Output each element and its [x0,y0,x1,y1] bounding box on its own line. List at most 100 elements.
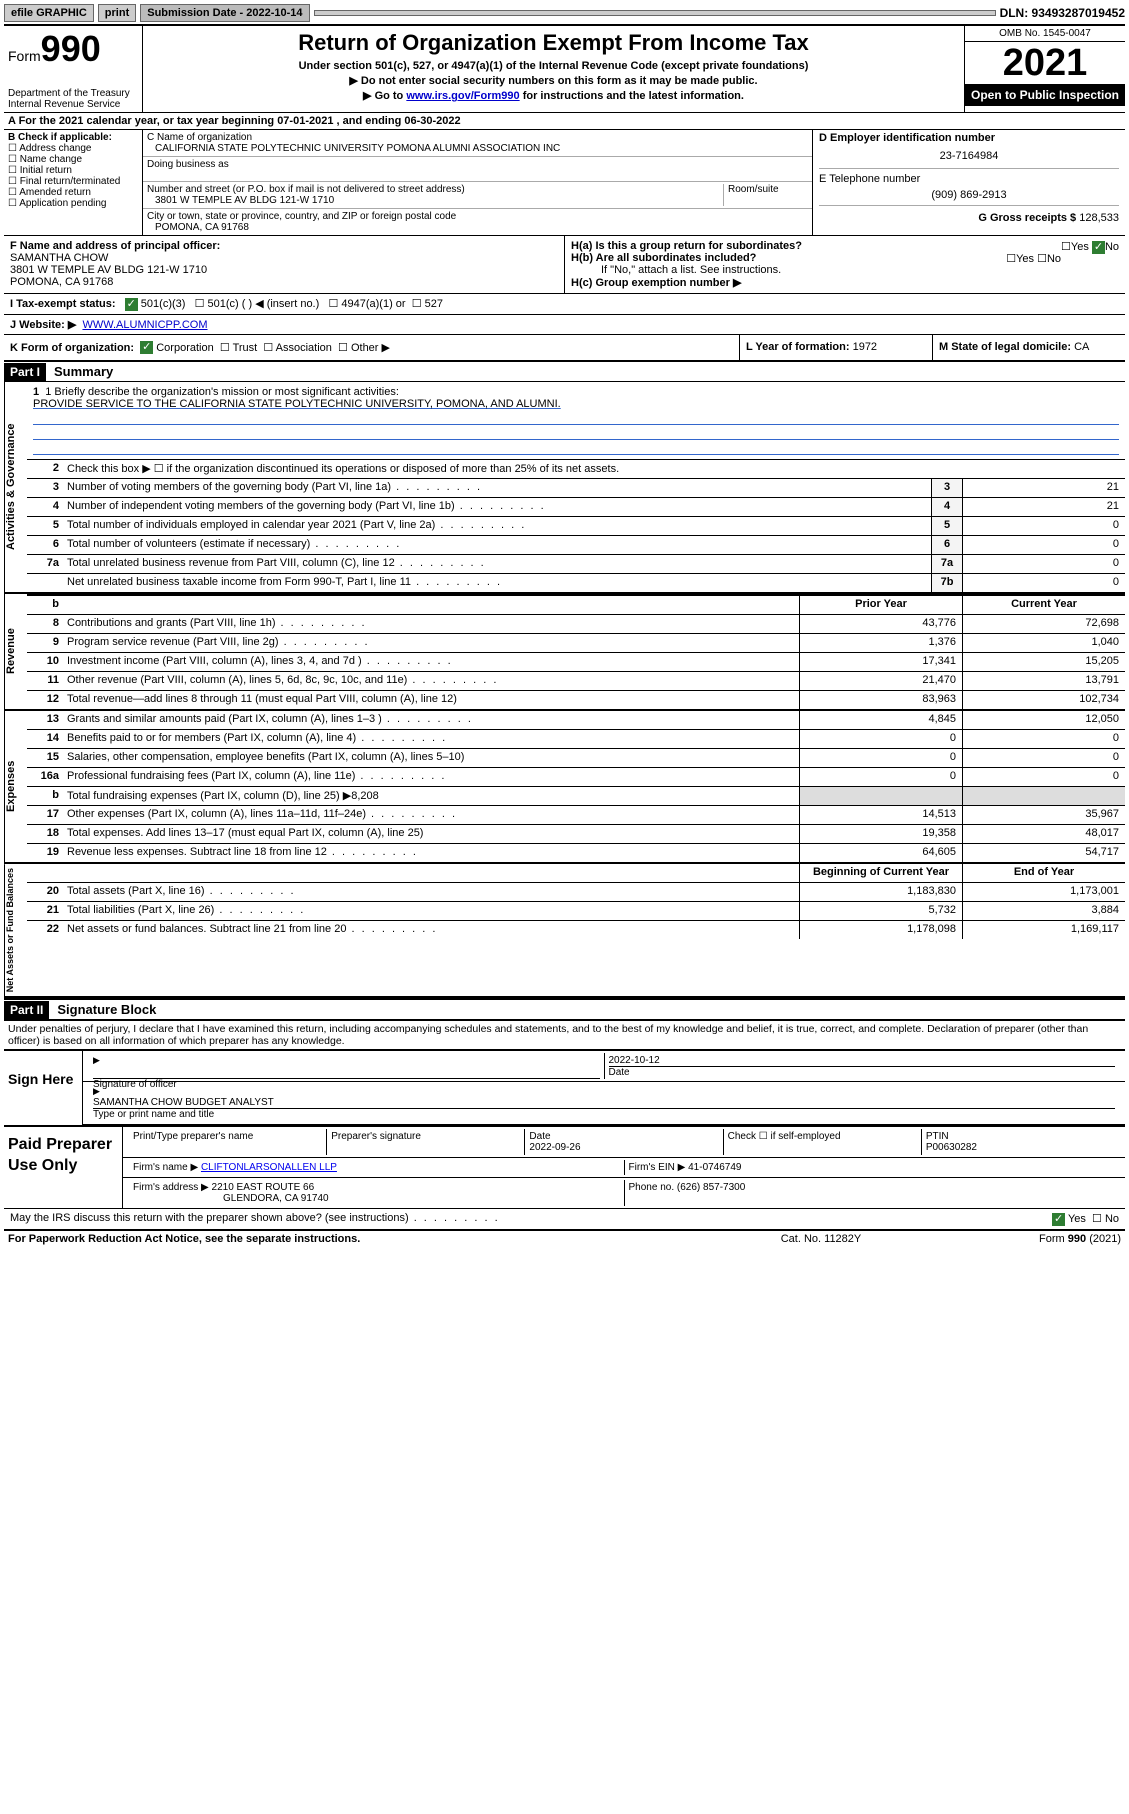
r22-t: Net assets or fund balances. Subtract li… [63,921,799,939]
ha-no: No [1105,241,1119,253]
k-corp: Corporation [156,342,213,354]
l-label: L Year of formation: [746,341,850,353]
ha-yes: Yes [1071,241,1089,253]
part1-title: Summary [46,362,121,381]
hb-note: If "No," attach a list. See instructions… [571,264,1119,276]
revenue-block: Revenue bPrior YearCurrent Year 8Contrib… [4,594,1125,711]
pp-addr2: GLENDORA, CA 91740 [133,1193,329,1204]
r10-t: Investment income (Part VIII, column (A)… [63,653,799,671]
r16a-p: 0 [799,768,962,786]
d-label: D Employer identification number [819,132,1119,144]
k-label: K Form of organization: [10,342,134,354]
chk-name[interactable]: Name change [8,154,138,165]
vtab-exp: Expenses [4,711,27,862]
chk-final[interactable]: Final return/terminated [8,176,138,187]
f-city: POMONA, CA 91768 [10,276,113,288]
topbar: efile GRAPHIC print Submission Date - 20… [4,4,1125,22]
r20-p: 1,183,830 [799,883,962,901]
irs-yes: Yes [1068,1213,1086,1225]
mission-block: 1 1 Briefly describe the organization's … [27,382,1125,460]
footer-l: For Paperwork Reduction Act Notice, see … [8,1233,721,1245]
chk-initial[interactable]: Initial return [8,165,138,176]
c-name-label: C Name of organization [147,132,808,143]
r16a-t: Professional fundraising fees (Part IX, … [63,768,799,786]
hdr-prior: Prior Year [799,596,962,614]
header-sub2: ▶ Do not enter social security numbers o… [149,74,958,87]
dept-treasury: Department of the Treasury [8,88,138,99]
row-k: K Form of organization: ✓ Corporation ☐ … [4,335,739,361]
sign-block: Sign Here Signature of officer 2022-10-1… [4,1049,1125,1125]
row-klm: K Form of organization: ✓ Corporation ☐ … [4,335,1125,363]
part1-hdr: Part I [4,363,46,381]
ha-row: H(a) Is this a group return for subordin… [571,240,1119,252]
i-527: 527 [425,298,443,310]
i-501c: 501(c) ( ) ◀ (insert no.) [208,298,320,310]
r15-c: 0 [962,749,1125,767]
pp-addr: Firm's address ▶ 2210 EAST ROUTE 66 GLEN… [129,1180,624,1206]
pp-addr1: 2210 EAST ROUTE 66 [212,1182,315,1193]
r18-p: 19,358 [799,825,962,843]
i-501c3-chk: ✓ [125,298,138,311]
efile-btn[interactable]: efile GRAPHIC [4,4,94,22]
pp-firm-val[interactable]: CLIFTONLARSONALLEN LLP [201,1162,337,1173]
r19-t: Revenue less expenses. Subtract line 18 … [63,844,799,862]
sig-date: 2022-10-12 Date [604,1053,1120,1079]
r7a-t: Total unrelated business revenue from Pa… [63,555,931,573]
sig-date-val: 2022-10-12 [609,1055,1116,1066]
hc-label: H(c) Group exemption number ▶ [571,277,741,289]
i-501c3: 501(c)(3) [141,298,186,310]
vtab-rev: Revenue [4,594,27,709]
block-b-to-g: B Check if applicable: Address change Na… [4,130,1125,236]
c-city: POMONA, CA 91768 [147,222,808,233]
irs-no: No [1105,1213,1119,1225]
sig-name: SAMANTHA CHOW BUDGET ANALYST [93,1097,1115,1108]
activities-governance: Activities & Governance 1 1 Briefly desc… [4,382,1125,594]
col-c: C Name of organization CALIFORNIA STATE … [143,130,813,235]
penalties: Under penalties of perjury, I declare th… [4,1020,1125,1049]
pp-ein-label: Firm's EIN ▶ [629,1162,686,1173]
row-m: M State of legal domicile: CA [932,335,1125,361]
r3-box: 3 [931,479,962,497]
r8-p: 43,776 [799,615,962,633]
pp-phone: Phone no. (626) 857-7300 [624,1180,1120,1206]
r16a-c: 0 [962,768,1125,786]
r3-v: 21 [962,479,1125,497]
r21-p: 5,732 [799,902,962,920]
hc-row: H(c) Group exemption number ▶ [571,276,1119,289]
header-sub3: ▶ Go to www.irs.gov/Form990 for instruct… [149,89,958,102]
mission-q: 1 1 Briefly describe the organization's … [33,386,1119,398]
sig-name-label: Type or print name and title [93,1108,1115,1120]
r11-t: Other revenue (Part VIII, column (A), li… [63,672,799,690]
part2-title: Signature Block [49,1000,164,1019]
r7b-t: Net unrelated business taxable income fr… [63,574,931,592]
r12-p: 83,963 [799,691,962,709]
form-container: Form990 Department of the Treasury Inter… [4,24,1125,1247]
irs-link[interactable]: www.irs.gov/Form990 [406,90,519,102]
r4-t: Number of independent voting members of … [63,498,931,516]
r21-t: Total liabilities (Part X, line 26) [63,902,799,920]
pp-firm-label: Firm's name ▶ [133,1162,198,1173]
irs-label: Internal Revenue Service [8,99,138,110]
hdr-eoy: End of Year [962,864,1125,882]
irs-yes-chk: ✓ [1052,1213,1065,1226]
r7b-box: 7b [931,574,962,592]
r16b-c [962,787,1125,805]
pp-firm: Firm's name ▶ CLIFTONLARSONALLEN LLP [129,1160,624,1175]
l-val: 1972 [853,341,877,353]
j-website[interactable]: WWW.ALUMNICPP.COM [82,319,207,331]
r4-v: 21 [962,498,1125,516]
sig-name-row: SAMANTHA CHOW BUDGET ANALYST Type or pri… [89,1084,1119,1122]
pp-sig-label: Preparer's signature [326,1129,524,1155]
r11-c: 13,791 [962,672,1125,690]
header-sub1: Under section 501(c), 527, or 4947(a)(1)… [149,60,958,72]
r16b-t: Total fundraising expenses (Part IX, col… [63,787,799,805]
chk-address[interactable]: Address change [8,143,138,154]
e-phone: (909) 869-2913 [819,189,1119,201]
chk-amended[interactable]: Amended return [8,187,138,198]
header-left: Form990 Department of the Treasury Inter… [4,26,143,112]
r19-c: 54,717 [962,844,1125,862]
r12-t: Total revenue—add lines 8 through 11 (mu… [63,691,799,709]
chk-pending[interactable]: Application pending [8,198,138,209]
print-btn[interactable]: print [98,4,136,22]
r14-p: 0 [799,730,962,748]
